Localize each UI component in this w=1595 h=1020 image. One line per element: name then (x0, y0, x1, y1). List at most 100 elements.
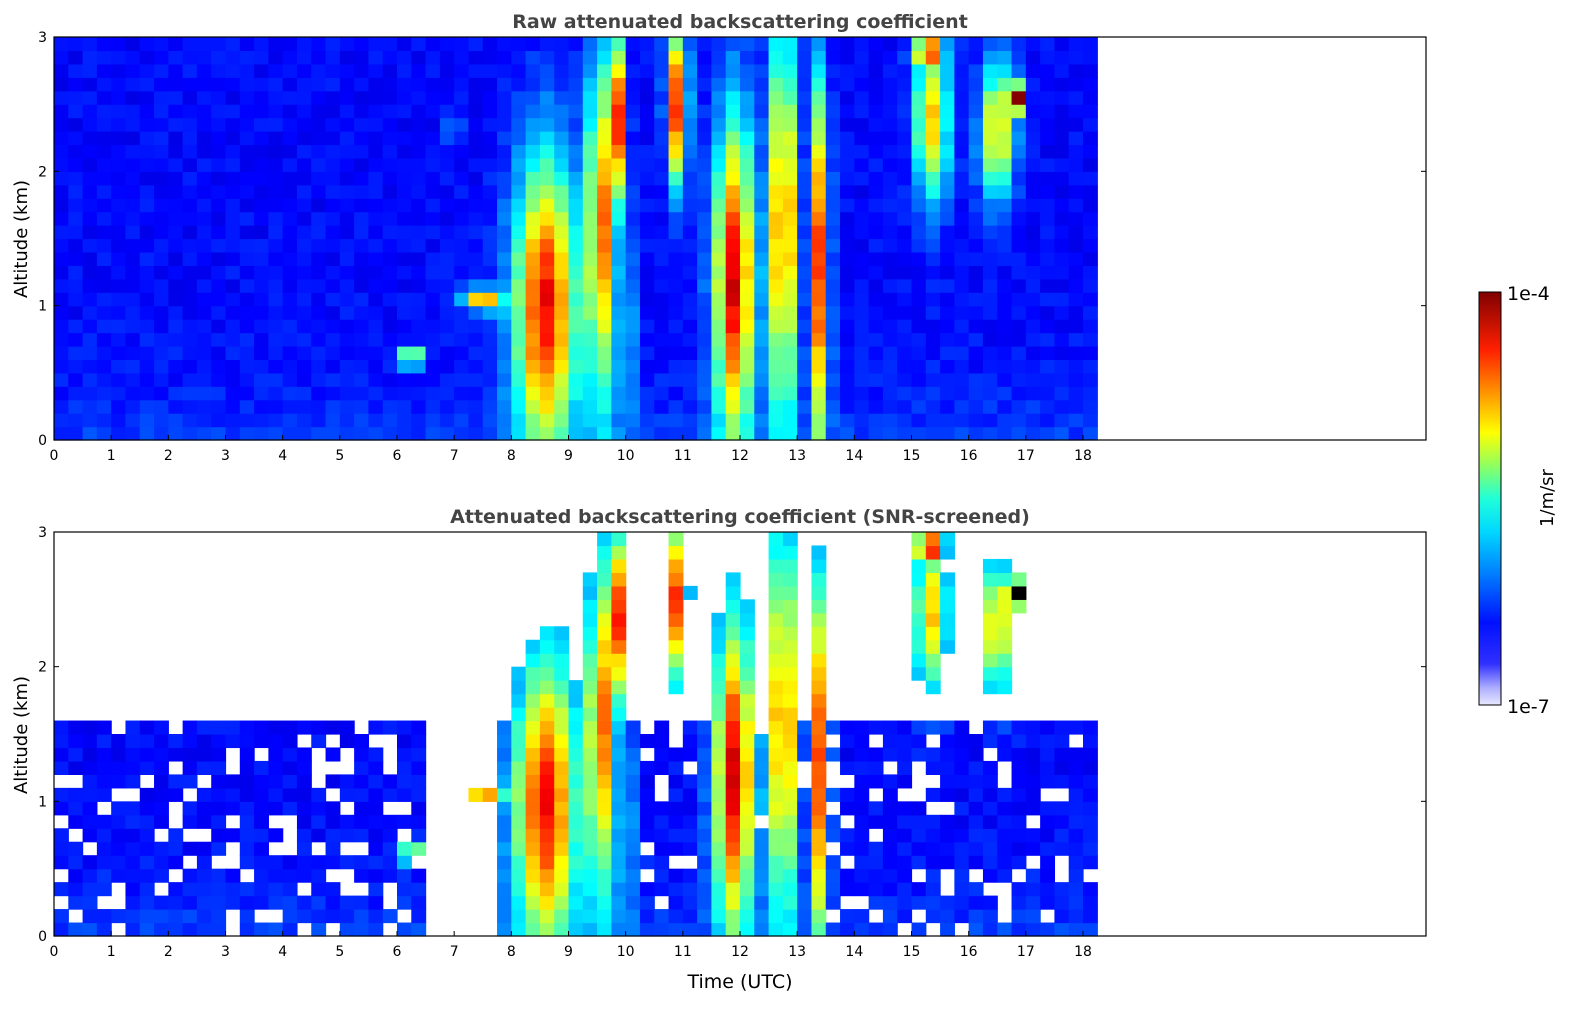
heatmap-cell (68, 292, 84, 307)
heatmap-cell (168, 198, 184, 213)
heatmap-cell (182, 841, 198, 856)
heatmap-cell (582, 292, 598, 307)
heatmap-cell (268, 131, 284, 146)
heatmap-cell (168, 184, 184, 199)
heatmap-cell (211, 319, 227, 334)
heatmap-cell (997, 144, 1013, 159)
heatmap-cell (296, 265, 312, 280)
heatmap-cell (454, 50, 470, 65)
heatmap-cell (1068, 841, 1084, 856)
x-tick-label: 3 (221, 448, 230, 464)
heatmap-cell (211, 198, 227, 213)
heatmap-cell (940, 171, 955, 186)
heatmap-cell (1025, 720, 1041, 735)
heatmap-cell (997, 332, 1013, 347)
heatmap-cell (968, 211, 984, 226)
heatmap-cell (311, 278, 327, 293)
heatmap-cell (211, 157, 227, 172)
heatmap-cell (54, 251, 69, 266)
heatmap-cell (782, 131, 798, 146)
heatmap-cell (597, 612, 612, 627)
heatmap-cell (339, 50, 355, 65)
heatmap-cell (825, 63, 841, 78)
heatmap-cell (225, 211, 241, 226)
heatmap-cell (254, 90, 269, 105)
heatmap-cell (725, 693, 741, 708)
heatmap-cell (439, 332, 455, 347)
heatmap-cell (740, 841, 755, 856)
heatmap-cell (639, 774, 655, 789)
heatmap-cell (968, 50, 984, 65)
heatmap-cell (868, 359, 884, 374)
heatmap-cell (168, 144, 184, 159)
heatmap-cell (268, 855, 284, 870)
heatmap-cell (68, 265, 84, 280)
heatmap-cell (282, 359, 298, 374)
heatmap-cell (625, 265, 641, 280)
heatmap-cell (854, 50, 870, 65)
heatmap-cell (968, 251, 984, 266)
heatmap-cell (611, 184, 627, 199)
heatmap-cell (382, 720, 398, 735)
heatmap-cell (539, 399, 555, 414)
heatmap-cell (1040, 305, 1056, 320)
heatmap-cell (1040, 37, 1056, 52)
heatmap-cell (296, 747, 312, 762)
heatmap-cell (468, 278, 484, 293)
heatmap-cell (1054, 225, 1070, 240)
heatmap-cell (782, 828, 798, 843)
heatmap-cell (725, 639, 741, 654)
heatmap-cell (868, 814, 884, 829)
heatmap-cell (154, 372, 169, 387)
heatmap-cell (339, 426, 355, 441)
heatmap-cell (68, 77, 84, 92)
heatmap-cell (940, 532, 955, 547)
heatmap-cell (897, 292, 913, 307)
heatmap-cell (1083, 278, 1098, 293)
heatmap-cell (196, 238, 212, 253)
heatmap-cell (625, 37, 641, 52)
heatmap-cell (554, 77, 570, 92)
heatmap-cell (211, 251, 227, 266)
heatmap-cell (768, 104, 784, 119)
heatmap-cell (111, 90, 127, 105)
heatmap-cell (740, 734, 755, 749)
heatmap-cell (511, 198, 527, 213)
heatmap-cell (639, 265, 655, 280)
heatmap-cell (268, 372, 284, 387)
heatmap-cell (597, 693, 612, 708)
heatmap-cell (525, 787, 541, 802)
heatmap-cell (325, 77, 341, 92)
heatmap-cell (211, 77, 227, 92)
heatmap-cell (611, 211, 627, 226)
heatmap-cell (154, 157, 169, 172)
heatmap-cell (754, 359, 770, 374)
heatmap-cell (482, 399, 498, 414)
heatmap-cell (868, 882, 884, 897)
heatmap-cell (1025, 184, 1041, 199)
heatmap-cell (797, 868, 813, 883)
heatmap-cell (439, 90, 455, 105)
heatmap-cell (882, 426, 898, 441)
heatmap-cell (1068, 372, 1084, 387)
heatmap-cell (282, 90, 298, 105)
heatmap-cell (940, 386, 955, 401)
heatmap-cell (125, 144, 141, 159)
heatmap-cell (239, 747, 255, 762)
heatmap-cell (725, 332, 741, 347)
heatmap-cell (582, 734, 598, 749)
heatmap-cell (82, 90, 98, 105)
heatmap-cell (882, 720, 898, 735)
heatmap-cell (897, 184, 913, 199)
heatmap-cell (782, 707, 798, 722)
heatmap-cell (840, 841, 855, 856)
heatmap-cell (511, 63, 527, 78)
heatmap-cell (611, 144, 627, 159)
heatmap-cell (940, 157, 955, 172)
heatmap-cell (1025, 90, 1041, 105)
heatmap-cell (897, 278, 913, 293)
heatmap-cell (254, 265, 269, 280)
heatmap-cell (239, 895, 255, 910)
heatmap-cell (868, 117, 884, 132)
heatmap-cell (940, 90, 955, 105)
